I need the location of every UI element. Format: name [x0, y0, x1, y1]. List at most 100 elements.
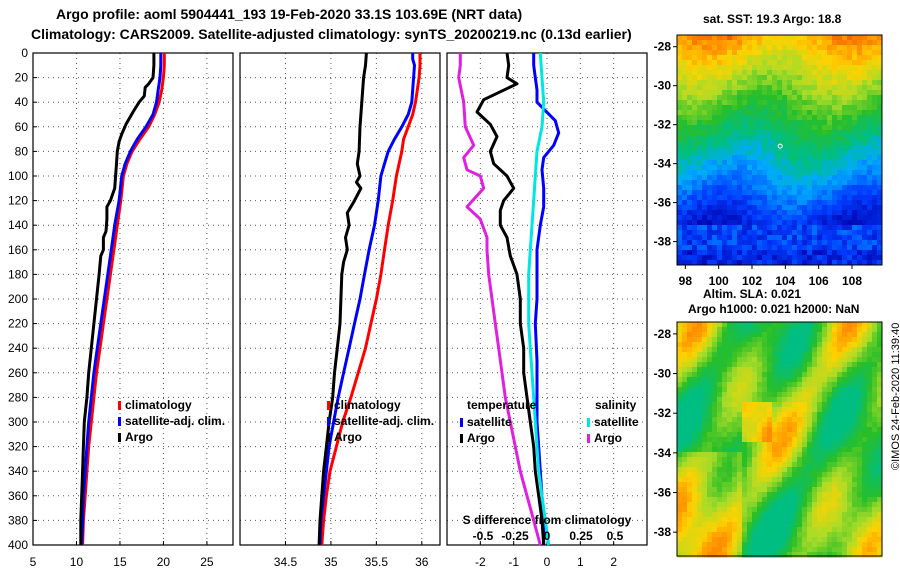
- x-tick-label: 1: [577, 555, 584, 569]
- y-tick-label: 300: [8, 415, 28, 429]
- sla-map-title: Altim. SLA: 0.021: [703, 287, 802, 301]
- series-line-salinity-argo: [457, 53, 542, 546]
- sst-heatmap: [677, 35, 883, 266]
- series-line-salinity-satellite: [527, 52, 551, 546]
- s-diff-tick-label: -0.5: [473, 529, 494, 543]
- sal-diff-legend-label: satellite: [594, 415, 639, 429]
- sla-y-tick-label: -30: [654, 367, 672, 381]
- panel-frame: [239, 52, 441, 546]
- temp-legend-swatch: [118, 401, 121, 410]
- argo-position-marker: [777, 143, 783, 149]
- series-line-temperature-satellite: [532, 53, 561, 545]
- sla-map-subtitle: Argo h1000: 0.021 h2000: NaN: [688, 302, 860, 316]
- x-tick-label: 34.5: [274, 555, 298, 569]
- sal-diff-legend-title: salinity: [595, 398, 637, 412]
- series-line-argo: [79, 53, 156, 545]
- sal-legend-swatch: [327, 401, 330, 410]
- imos-credit: ©IMOS 24-Feb-2020 11:39:40: [890, 322, 900, 470]
- y-tick-label: 320: [8, 440, 28, 454]
- y-tick-label: 280: [8, 390, 28, 404]
- x-tick-label: 5: [30, 555, 37, 569]
- y-tick-label: 120: [8, 194, 28, 208]
- y-tick-label: 60: [15, 120, 29, 134]
- y-tick-label: 140: [8, 218, 28, 232]
- y-tick-label: 0: [21, 46, 28, 60]
- s-diff-axis-label: S difference from climatology: [463, 513, 632, 527]
- y-tick-label: 220: [8, 317, 28, 331]
- sla-y-tick-label: -36: [654, 486, 672, 500]
- temp-diff-legend-label: satellite: [467, 415, 512, 429]
- x-tick-label: 0: [544, 555, 551, 569]
- sst-y-tick-label: -36: [654, 196, 672, 210]
- temp-legend-label: climatology: [125, 398, 192, 412]
- y-tick-label: 180: [8, 267, 28, 281]
- s-diff-tick-label: -0.25: [501, 529, 529, 543]
- panel-temp: [32, 52, 234, 546]
- x-tick-label: 20: [157, 555, 171, 569]
- sal-legend-swatch: [327, 433, 330, 442]
- sla-y-tick-label: -38: [654, 525, 672, 539]
- y-tick-label: 20: [15, 71, 29, 85]
- x-tick-label: 36: [415, 555, 429, 569]
- x-tick-label: -1: [508, 555, 519, 569]
- x-tick-label: 35: [324, 555, 338, 569]
- panel-sal: [239, 52, 441, 546]
- temp-legend-label: satellite-adj. clim.: [125, 414, 225, 428]
- sla-map-frame: [676, 321, 883, 557]
- chart-title-line1: Argo profile: aoml 5904441_193 19-Feb-20…: [56, 6, 523, 22]
- x-tick-label: -2: [475, 555, 486, 569]
- y-tick-label: 80: [15, 144, 29, 158]
- chart-title-line2: Climatology: CARS2009. Satellite-adjuste…: [31, 26, 632, 42]
- y-tick-label: 340: [8, 464, 28, 478]
- sst-x-tick-label: 104: [775, 274, 795, 288]
- s-diff-tick-label: 0.25: [569, 529, 593, 543]
- sal-legend-label: climatology: [334, 398, 401, 412]
- y-tick-label: 100: [8, 169, 28, 183]
- series-line-climatology: [81, 53, 166, 546]
- temp-legend-label: Argo: [125, 430, 153, 444]
- sal-diff-legend-swatch: [587, 418, 590, 427]
- sst-y-tick-label: -38: [654, 235, 672, 249]
- sla-heatmap: [677, 322, 883, 558]
- sst-y-tick-label: -30: [654, 79, 672, 93]
- sal-legend-label: Argo: [334, 430, 362, 444]
- y-tick-label: 240: [8, 341, 28, 355]
- sst-map-frame: [676, 34, 883, 266]
- sla-y-tick-label: -32: [654, 406, 672, 420]
- temp-diff-legend-swatch: [460, 434, 463, 443]
- series-line-temperature-argo: [475, 52, 546, 546]
- x-tick-label: 15: [113, 555, 127, 569]
- sst-y-tick-label: -32: [654, 118, 672, 132]
- sst-x-tick-label: 108: [842, 274, 862, 288]
- temp-diff-legend-title: temperature: [467, 398, 537, 412]
- y-tick-label: 360: [8, 489, 28, 503]
- sst-x-tick-label: 106: [809, 274, 829, 288]
- y-tick-label: 380: [8, 513, 28, 527]
- y-tick-label: 400: [8, 538, 28, 552]
- temp-diff-legend-swatch: [460, 418, 463, 427]
- series-line-satellite-adj-clim-: [80, 53, 163, 546]
- panel-diff: [446, 52, 648, 546]
- sst-x-tick-label: 98: [679, 274, 693, 288]
- series-line-argo: [317, 52, 368, 546]
- temp-legend-swatch: [118, 417, 121, 426]
- x-tick-label: 2: [610, 555, 617, 569]
- sst-x-tick-label: 100: [709, 274, 729, 288]
- x-tick-label: 35.5: [365, 555, 389, 569]
- sal-legend-swatch: [327, 417, 330, 426]
- sst-map-title: sat. SST: 19.3 Argo: 18.8: [703, 12, 842, 26]
- sal-diff-legend-swatch: [587, 434, 590, 443]
- temp-diff-legend-label: Argo: [467, 431, 495, 445]
- sst-x-tick-label: 102: [742, 274, 762, 288]
- series-line-climatology: [320, 53, 422, 546]
- sal-legend-label: satellite-adj. clim.: [334, 414, 434, 428]
- sst-y-tick-label: -34: [654, 157, 672, 171]
- temp-legend-swatch: [118, 433, 121, 442]
- x-tick-label: 10: [70, 555, 84, 569]
- s-diff-tick-label: 0.5: [607, 529, 624, 543]
- sla-y-tick-label: -34: [654, 446, 672, 460]
- sal-diff-legend-label: Argo: [594, 431, 622, 445]
- y-tick-label: 40: [15, 95, 29, 109]
- x-tick-label: 25: [200, 555, 214, 569]
